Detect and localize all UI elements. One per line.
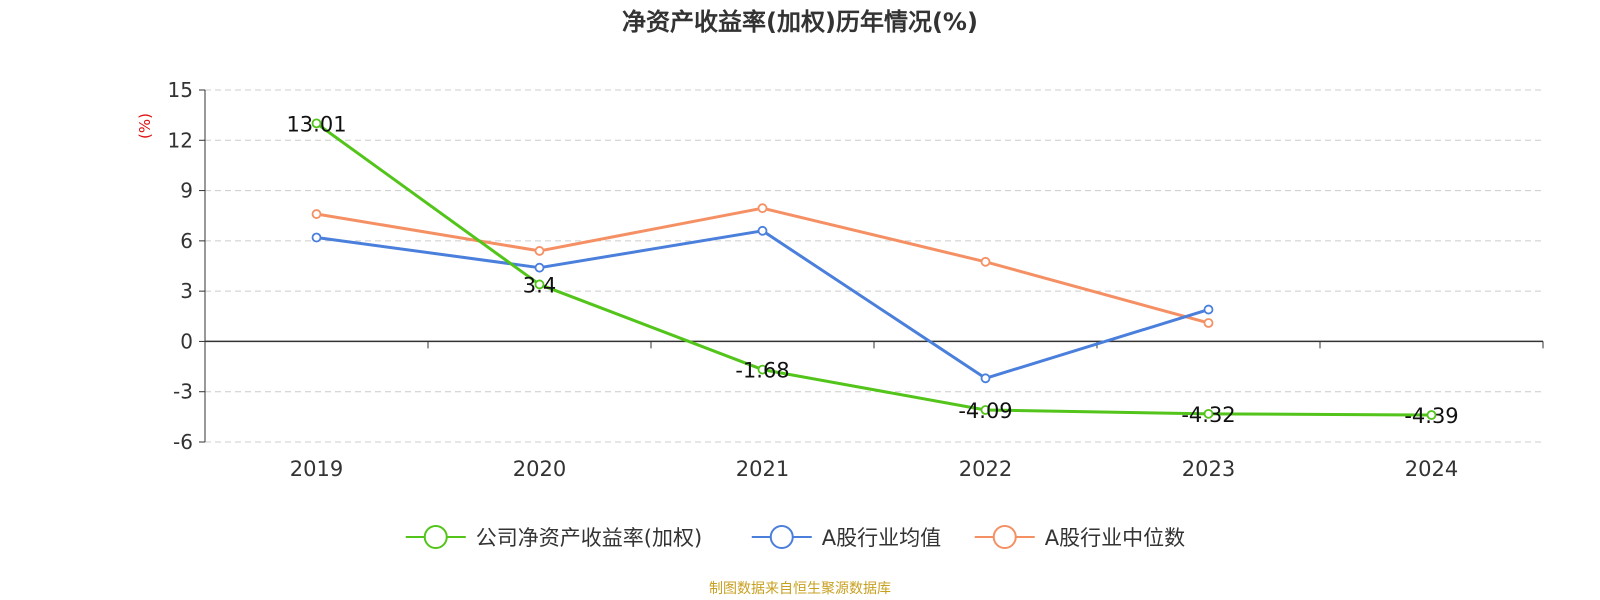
data-point: [534, 262, 545, 273]
y-tick-label: -3: [173, 380, 193, 404]
y-tick-label: -6: [173, 430, 193, 454]
data-point: [980, 405, 991, 415]
legend-item: A股行业均值: [751, 525, 941, 550]
data-label: -4.32: [1181, 403, 1235, 427]
data-point: [757, 203, 768, 214]
legend: 公司净资产收益率(加权) A股行业均值 A股行业中位数: [405, 525, 1185, 550]
legend-label: 公司净资产收益率(加权): [476, 526, 702, 550]
data-point: [534, 279, 545, 290]
y-tick-label: 0: [180, 329, 193, 353]
x-tick-label: 2021: [736, 457, 789, 481]
data-point: [980, 256, 991, 267]
y-tick-label: 6: [180, 229, 193, 253]
data-point: [311, 232, 322, 243]
data-label: -1.68: [735, 359, 789, 383]
data-point: [1426, 410, 1437, 420]
legend-item: 公司净资产收益率(加权): [405, 525, 702, 550]
y-tick-label: 3: [180, 279, 193, 303]
series-line: [316, 229, 1209, 380]
data-point: [1203, 408, 1214, 419]
legend-swatch-marker: [992, 525, 1017, 549]
legend-label: A股行业中位数: [1045, 526, 1185, 550]
data-point: [311, 118, 322, 129]
data-point: [980, 373, 991, 384]
legend-label: A股行业均值: [822, 526, 941, 550]
data-label: 3.4: [523, 273, 556, 297]
legend-swatch-marker: [769, 525, 794, 549]
gridlines: [205, 89, 1543, 443]
y-axis-label: (%): [136, 113, 154, 139]
data-label: 13.01: [286, 112, 346, 136]
y-tick-label: 15: [168, 78, 193, 102]
x-tick-label: 2022: [959, 457, 1012, 481]
x-tick-label: 2020: [513, 457, 566, 481]
data-label: -4.09: [958, 399, 1012, 423]
chart-title: 净资产收益率(加权)历年情况(%): [622, 8, 978, 36]
legend-item: A股行业中位数: [974, 525, 1185, 550]
series-lines: [311, 118, 1437, 420]
source-note: 制图数据来自恒生聚源数据库: [709, 581, 891, 597]
data-label: -4.39: [1404, 404, 1458, 428]
series-line: [316, 206, 1209, 325]
series-line: [315, 122, 1432, 417]
legend-swatch-marker: [423, 525, 448, 549]
data-point: [1203, 318, 1214, 328]
y-tick-label: 12: [168, 128, 193, 152]
x-tick-label: 2024: [1405, 457, 1458, 481]
data-labels: 13.01 3.4 -1.68 -4.09 -4.32 -4.39: [286, 112, 1458, 428]
data-point: [311, 209, 322, 219]
data-point: [534, 246, 545, 256]
data-point: [1203, 304, 1214, 315]
axes: -6 -3 0 3 6 9 12 15 2019 2020 2021 2022 2023 2024 (%): [136, 78, 1544, 481]
x-tick-label: 2019: [290, 457, 343, 481]
data-point: [757, 364, 768, 375]
y-tick-label: 9: [180, 179, 193, 203]
data-point: [757, 225, 768, 236]
x-tick-label: 2023: [1182, 457, 1235, 481]
